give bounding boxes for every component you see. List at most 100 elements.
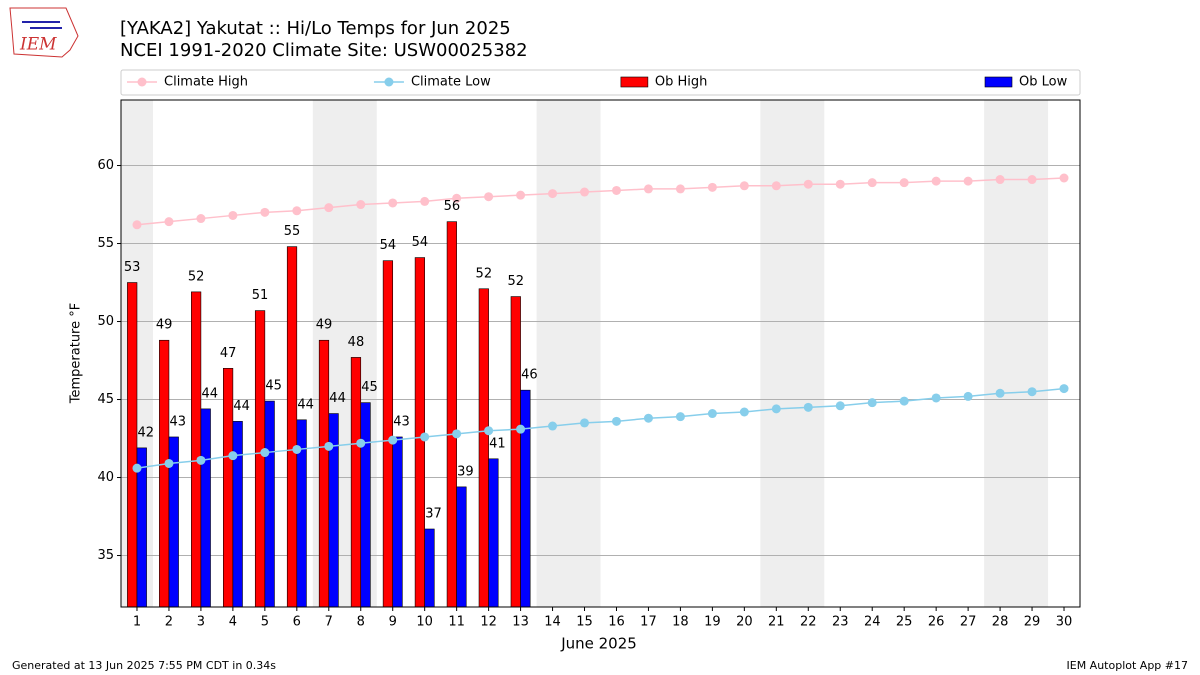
point (548, 189, 558, 199)
data-label: 49 (156, 318, 173, 333)
point (516, 190, 526, 200)
x-tick-label: 29 (1024, 615, 1041, 630)
x-tick-label: 4 (229, 615, 237, 630)
data-label: 46 (521, 368, 538, 383)
point (643, 184, 653, 194)
x-tick-label: 17 (640, 615, 657, 630)
point (995, 388, 1005, 398)
point (196, 214, 206, 224)
point (867, 178, 877, 188)
point (771, 404, 781, 414)
x-tick-label: 22 (800, 615, 817, 630)
y-tick-label: 55 (97, 236, 114, 251)
legend-swatch (620, 76, 649, 88)
point (867, 398, 877, 408)
x-tick-label: 28 (992, 615, 1009, 630)
bar (520, 389, 531, 608)
point (611, 185, 621, 195)
bar (392, 436, 403, 608)
legend-swatch (384, 77, 394, 87)
x-tick-label: 16 (608, 615, 625, 630)
data-label: 47 (220, 346, 237, 361)
data-label: 52 (188, 269, 205, 284)
bar (232, 421, 243, 608)
point (739, 181, 749, 191)
bar (286, 246, 298, 608)
data-label: 44 (233, 399, 250, 414)
weekend-shade (760, 100, 825, 607)
data-label: 52 (508, 274, 525, 289)
logo-text: IEM (19, 35, 57, 55)
x-tick-label: 30 (1056, 615, 1073, 630)
x-tick-label: 10 (416, 615, 433, 630)
chart-subtitle: NCEI 1991-2020 Climate Site: USW00025382 (120, 40, 528, 61)
data-label: 45 (265, 379, 282, 394)
chart-title: [YAKA2] Yakutat :: Hi/Lo Temps for Jun 2… (120, 18, 511, 39)
x-tick-label: 11 (448, 615, 465, 630)
bar (159, 339, 170, 608)
point (707, 182, 717, 192)
data-label: 53 (124, 260, 141, 275)
data-label: 51 (252, 288, 269, 303)
x-tick-label: 1 (133, 615, 141, 630)
logo-icon (22, 21, 62, 29)
x-tick-label: 9 (389, 615, 397, 630)
point (899, 396, 909, 406)
legend-label: Ob Low (1019, 75, 1068, 90)
y-tick-label: 50 (97, 314, 114, 329)
bar (424, 528, 435, 608)
y-tick-label: 35 (97, 548, 114, 563)
legend-label: Climate High (164, 75, 248, 90)
y-axis-label: Temperature °F (69, 303, 84, 404)
point (196, 455, 206, 465)
x-tick-label: 25 (896, 615, 913, 630)
x-tick-label: 13 (512, 615, 529, 630)
point (803, 402, 813, 412)
point (132, 220, 142, 230)
point (260, 207, 270, 217)
x-tick-label: 24 (864, 615, 881, 630)
point (739, 407, 749, 417)
point (835, 179, 845, 189)
point (899, 178, 909, 188)
data-label: 54 (412, 235, 429, 250)
point (292, 206, 302, 216)
point (643, 413, 653, 423)
point (356, 438, 366, 448)
weekend-shade (984, 100, 1049, 607)
x-axis-label: June 2025 (560, 635, 637, 653)
legend: Climate High Climate Low Ob High Ob Low (120, 69, 1081, 96)
bar (360, 402, 371, 608)
data-label: 39 (457, 464, 474, 479)
x-tick-label: 12 (480, 615, 497, 630)
point (484, 192, 494, 202)
point (260, 448, 270, 458)
data-label: 52 (476, 266, 493, 281)
point (164, 217, 174, 227)
point (228, 210, 238, 220)
point (420, 196, 430, 206)
data-label: 56 (444, 199, 461, 214)
x-tick-label: 8 (357, 615, 365, 630)
bar (350, 357, 362, 608)
point (963, 391, 973, 401)
line (136, 177, 1065, 226)
point (164, 458, 174, 468)
point (388, 198, 398, 208)
bar (456, 486, 467, 608)
logo: IEM (9, 7, 79, 58)
y-tick-label: 45 (97, 392, 114, 407)
point (1059, 173, 1069, 183)
x-tick-label: 27 (960, 615, 977, 630)
point (611, 416, 621, 426)
point (675, 412, 685, 422)
x-tick-label: 20 (736, 615, 753, 630)
x-tick-label: 15 (576, 615, 593, 630)
data-label: 45 (361, 380, 378, 395)
x-tick-label: 7 (325, 615, 333, 630)
logo-outline (9, 7, 79, 58)
bar (446, 221, 457, 608)
bar (414, 257, 425, 608)
